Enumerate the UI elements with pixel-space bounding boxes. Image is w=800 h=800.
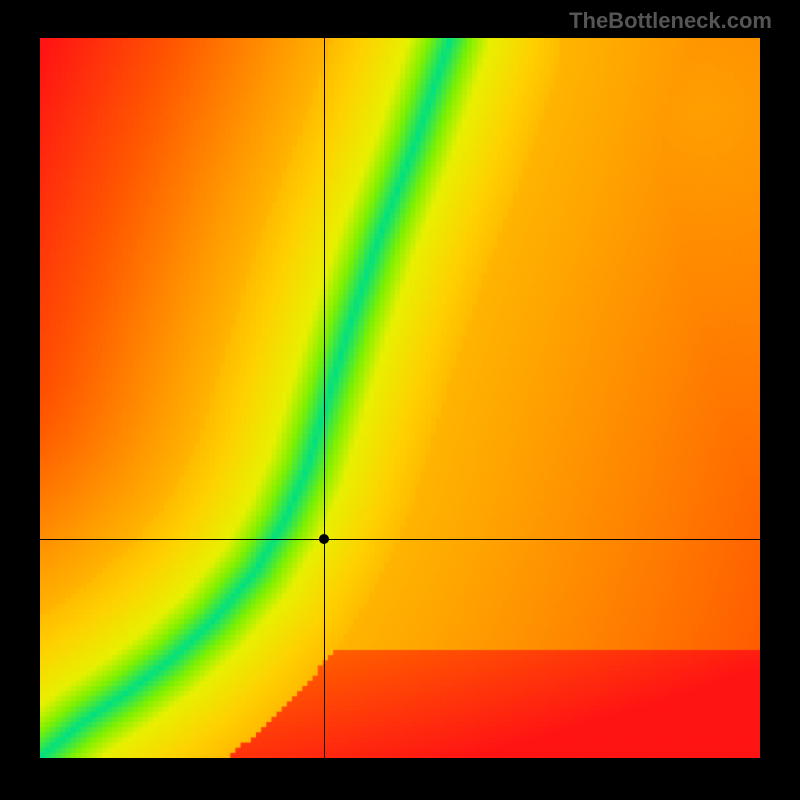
crosshair-marker-dot: [319, 534, 329, 544]
bottleneck-heatmap-canvas: [40, 38, 760, 758]
watermark-text: TheBottleneck.com: [569, 8, 772, 34]
crosshair-vertical-line: [324, 38, 325, 758]
crosshair-horizontal-line: [40, 539, 760, 540]
chart-plot-area: [40, 38, 760, 758]
